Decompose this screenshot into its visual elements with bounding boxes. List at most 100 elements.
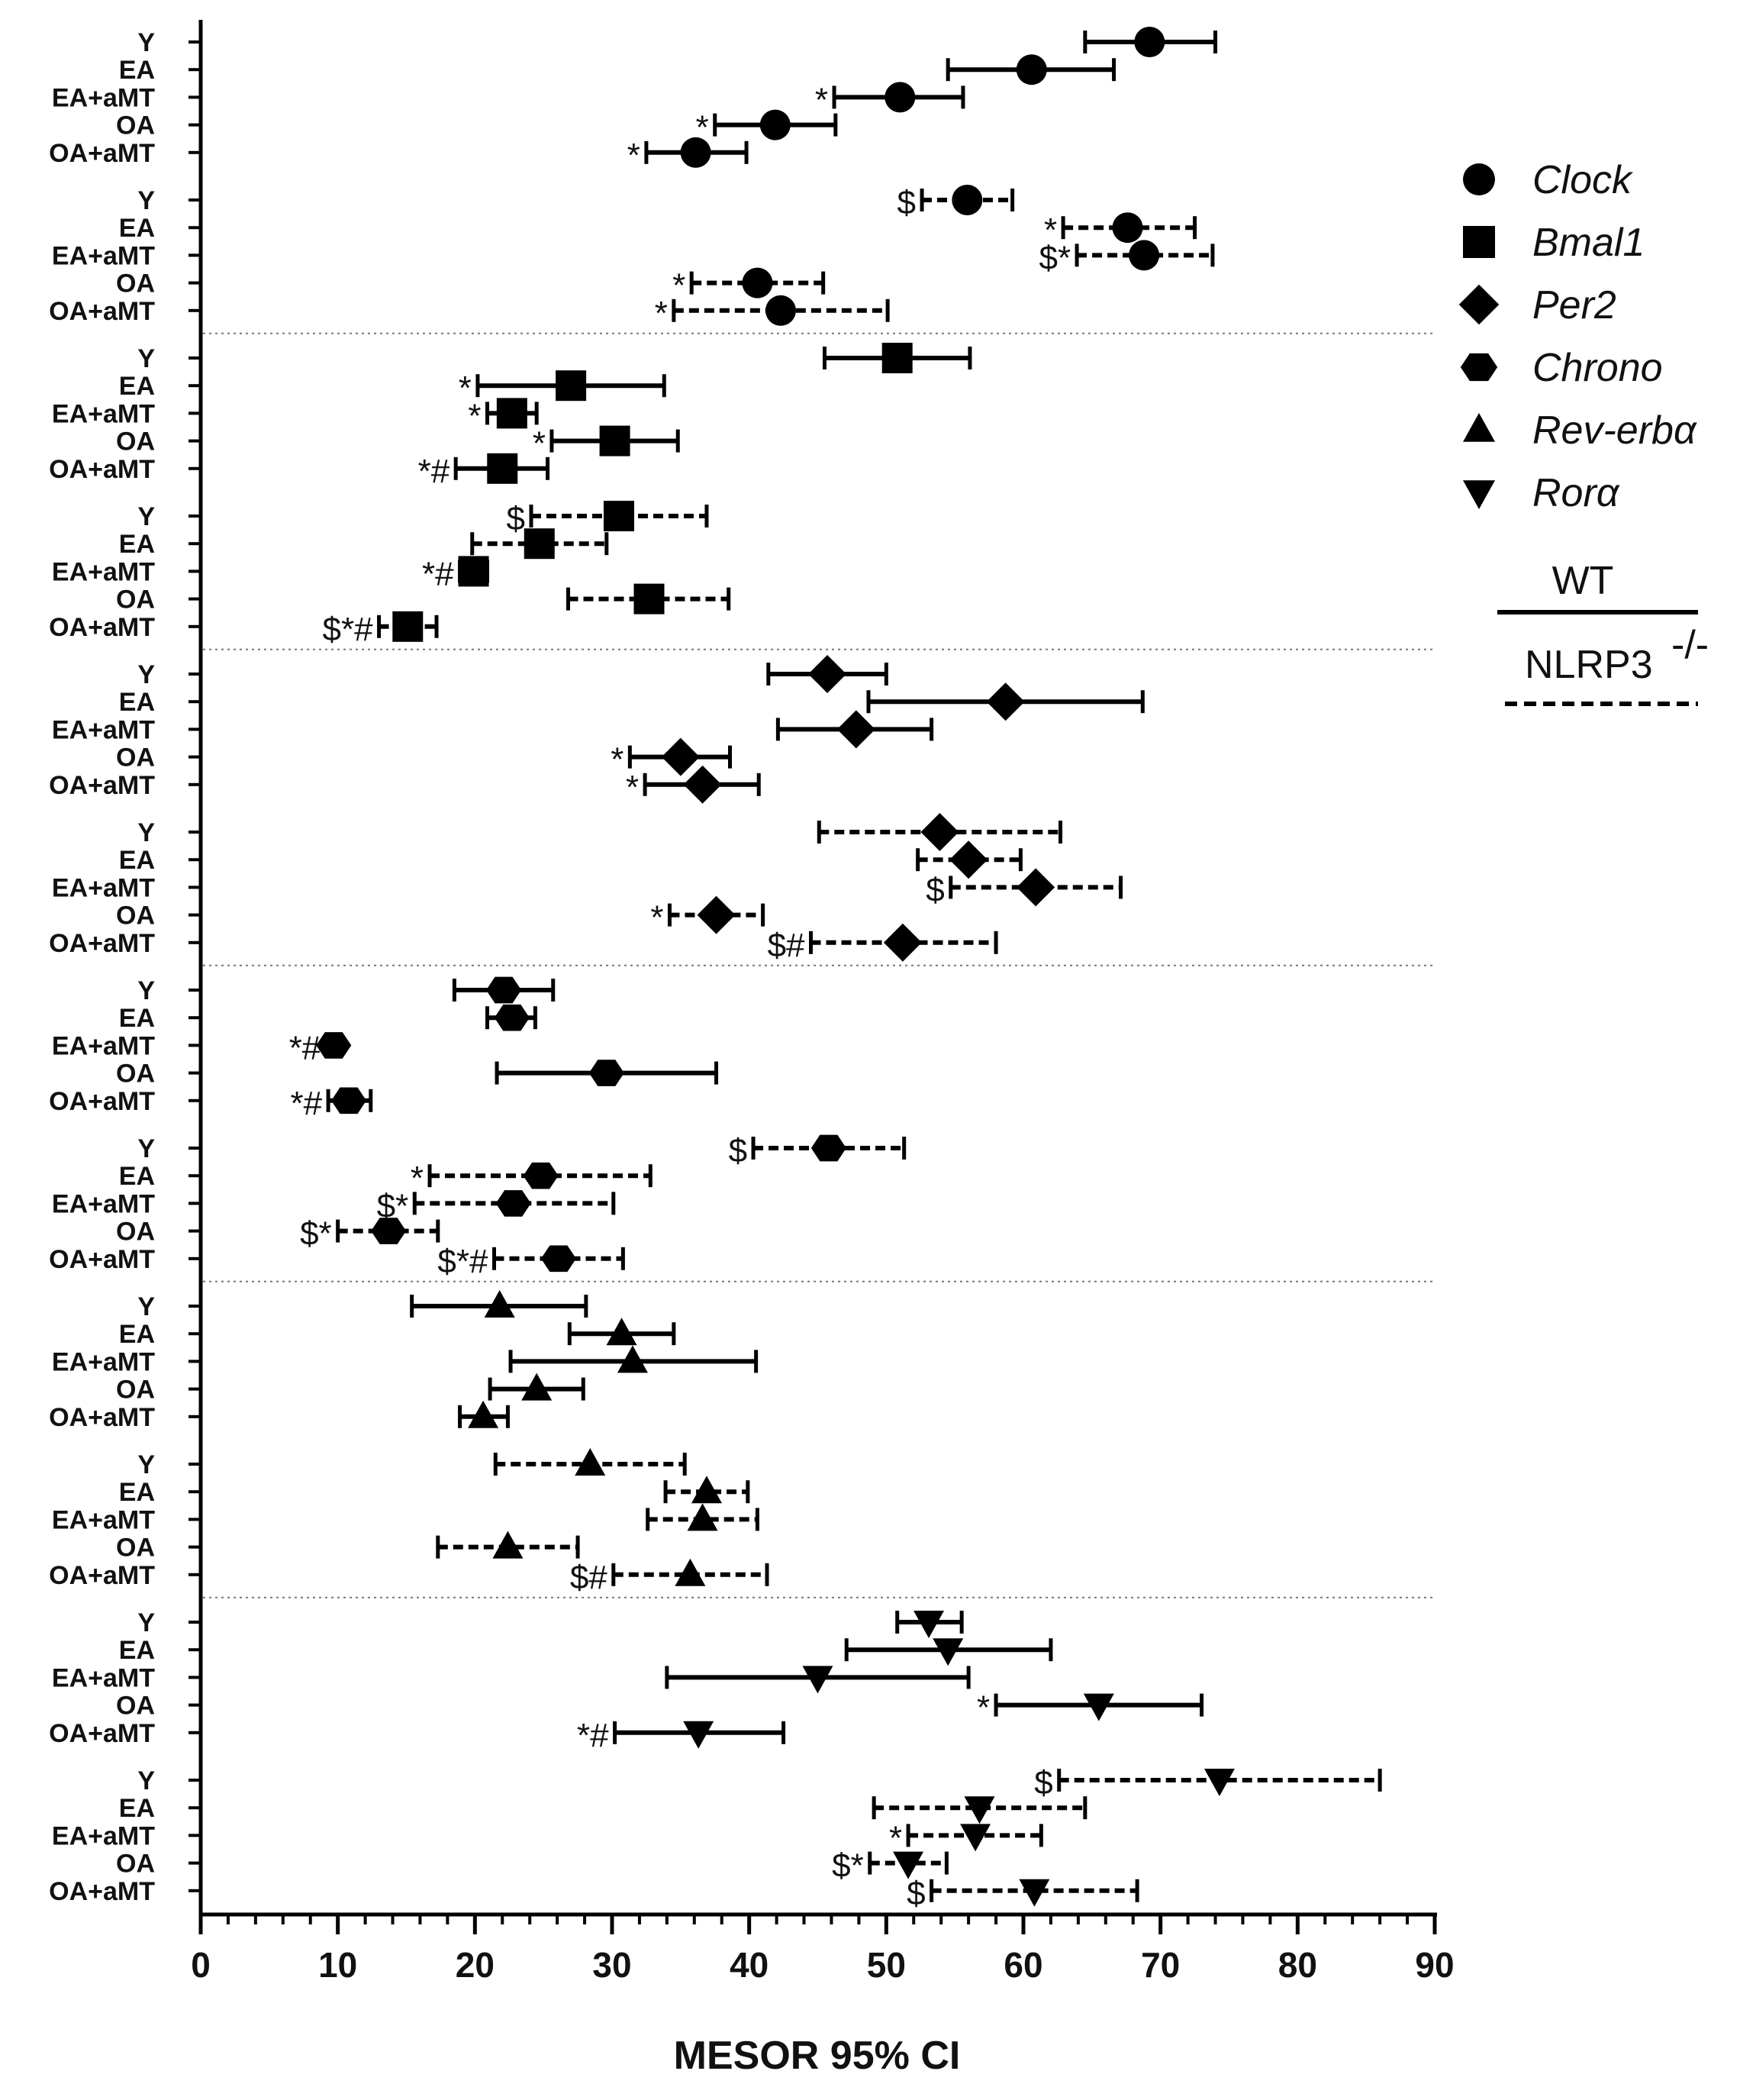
mesor-point	[588, 1060, 624, 1086]
mesor-point	[675, 1558, 706, 1586]
legend: Clock Bmal1 Per2 Chrono Rev-erbα Rorα WT NLRP3-…	[1458, 158, 1709, 706]
significance-annotation: *	[468, 397, 481, 434]
group-label: EA+aMT	[52, 1347, 155, 1376]
group-label: EA	[119, 846, 155, 875]
mesor-point	[487, 453, 518, 484]
mesor-point	[952, 185, 983, 215]
mesor-point	[1204, 1769, 1235, 1796]
significance-annotation: $#	[768, 927, 805, 964]
mesor-point	[661, 737, 700, 776]
mesor-point	[810, 1134, 846, 1162]
group-label: Y	[137, 1450, 155, 1479]
significance-annotation: $*	[832, 1847, 864, 1885]
mesor-point	[468, 1400, 499, 1428]
group-label: EA+aMT	[52, 873, 155, 902]
mesor-point	[1017, 868, 1055, 907]
x-tick-label: 10	[318, 1945, 357, 1985]
legend-label: Clock	[1532, 158, 1634, 202]
mesor-point	[540, 1245, 576, 1273]
group-label: OA	[116, 1850, 155, 1879]
mesor-point	[742, 267, 773, 298]
mesor-point	[883, 923, 922, 962]
group-label: EA	[119, 214, 155, 243]
significance-annotation: $	[907, 1875, 925, 1912]
mesor-point	[687, 1503, 718, 1531]
significance-annotation: *#	[289, 1029, 321, 1066]
significance-annotation: *	[626, 769, 639, 806]
x-tick-label: 0	[191, 1945, 211, 1985]
mesor-point	[691, 1476, 722, 1504]
mesor-point	[1083, 1693, 1114, 1721]
group-label: OA+aMT	[49, 297, 155, 326]
legend-wt-label: WT	[1552, 559, 1614, 603]
mesor-point	[606, 1318, 637, 1346]
significance-annotation: $	[926, 871, 944, 908]
significance-annotation: $#	[570, 1559, 607, 1596]
group-label: Y	[137, 1292, 155, 1321]
legend-marker-circle	[1463, 163, 1495, 195]
significance-annotation: $*	[1039, 239, 1071, 276]
x-tick-label: 70	[1141, 1945, 1180, 1985]
x-tick-label: 90	[1415, 1945, 1454, 1985]
group-label: Y	[137, 818, 155, 847]
legend-nlrp3-label: NLRP3	[1525, 643, 1653, 687]
mesor-point	[484, 1290, 515, 1318]
significance-annotation: *	[459, 369, 472, 407]
group-label: EA+aMT	[52, 1031, 155, 1060]
series-clock-nlrp3: Y $ EA * EA+aMT $* OA * OA+aMT *	[49, 184, 1215, 332]
legend-label: Bmal1	[1532, 221, 1645, 265]
mesor-point	[836, 710, 875, 749]
group-label: EA+aMT	[52, 1663, 155, 1692]
group-label: OA	[116, 427, 155, 456]
significance-annotation: *	[611, 741, 624, 779]
mesor-point	[759, 109, 791, 140]
group-label: EA	[119, 1320, 155, 1349]
x-minor-ticks	[226, 1915, 1410, 1924]
mesor-point	[496, 398, 527, 429]
legend-label: Chrono	[1532, 346, 1663, 390]
mesor-point	[1016, 54, 1047, 85]
mesor-point	[458, 556, 489, 587]
significance-annotation: *	[672, 267, 685, 305]
significance-annotation: *	[650, 899, 663, 937]
mesor-point	[599, 425, 630, 456]
mesor-point	[521, 1373, 553, 1401]
mesor-point	[683, 1721, 714, 1749]
mesor-point	[881, 343, 913, 373]
mesor-point	[1112, 212, 1143, 244]
x-tick-label: 40	[730, 1945, 768, 1985]
mesor-point	[603, 501, 634, 531]
significance-annotation: *	[815, 81, 828, 118]
mesor-point	[1134, 27, 1165, 57]
significance-annotation: $	[507, 500, 525, 537]
legend-marker-hexagon	[1460, 353, 1498, 382]
group-label: OA+aMT	[49, 771, 155, 800]
group-label: Y	[137, 1134, 155, 1163]
group-label: OA+aMT	[49, 455, 155, 484]
group-label: OA+aMT	[49, 613, 155, 642]
group-label: EA	[119, 56, 155, 85]
group-label: Y	[137, 660, 155, 689]
group-label: EA+aMT	[52, 1189, 155, 1218]
group-label: OA	[116, 111, 155, 140]
group-label: EA	[119, 1636, 155, 1665]
significance-annotation: $	[729, 1132, 747, 1169]
group-label: EA+aMT	[52, 83, 155, 112]
mesor-point	[575, 1448, 606, 1476]
mesor-point	[960, 1824, 991, 1852]
legend-nlrp3-superscript: -/-	[1671, 623, 1709, 667]
mesor-point	[1129, 240, 1160, 271]
group-label: Y	[137, 186, 155, 215]
legend-marker-square	[1463, 226, 1495, 258]
group-label: OA	[116, 1060, 155, 1089]
group-label: OA+aMT	[49, 1719, 155, 1748]
series-chrono-nlrp3: Y $EA *EA+aMT $*OA $*OA+aMT $*#	[49, 1132, 907, 1280]
mesor-point	[920, 813, 959, 851]
